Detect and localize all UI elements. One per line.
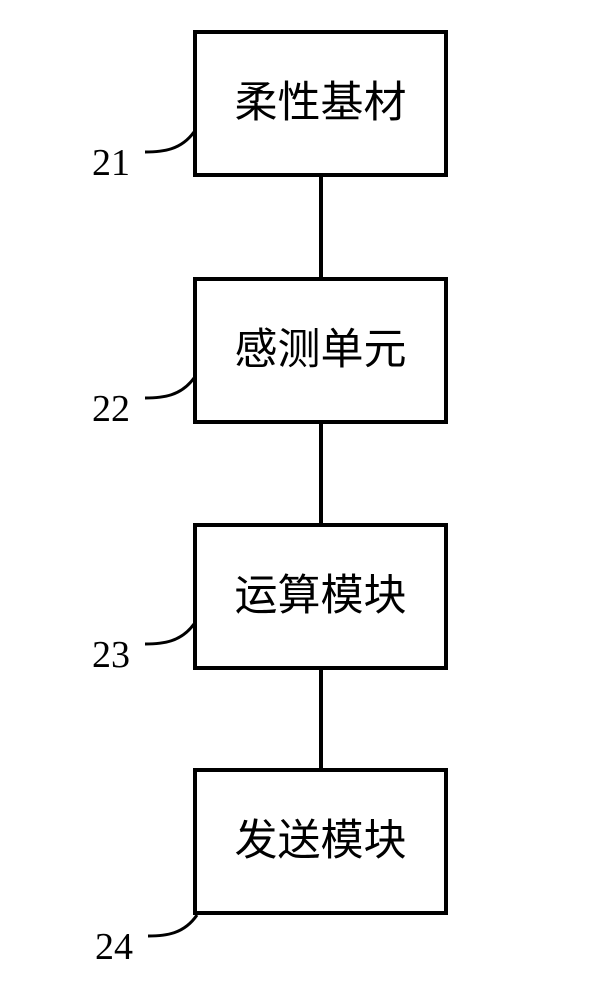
ref-label: 21 bbox=[92, 144, 130, 182]
ref-label: 22 bbox=[92, 390, 130, 428]
flowchart-canvas: 柔性基材感测单元运算模块发送模块21222324 bbox=[0, 0, 599, 1000]
ref-label: 23 bbox=[92, 636, 130, 674]
ref-label: 24 bbox=[95, 928, 133, 966]
leader-line bbox=[0, 0, 599, 1000]
